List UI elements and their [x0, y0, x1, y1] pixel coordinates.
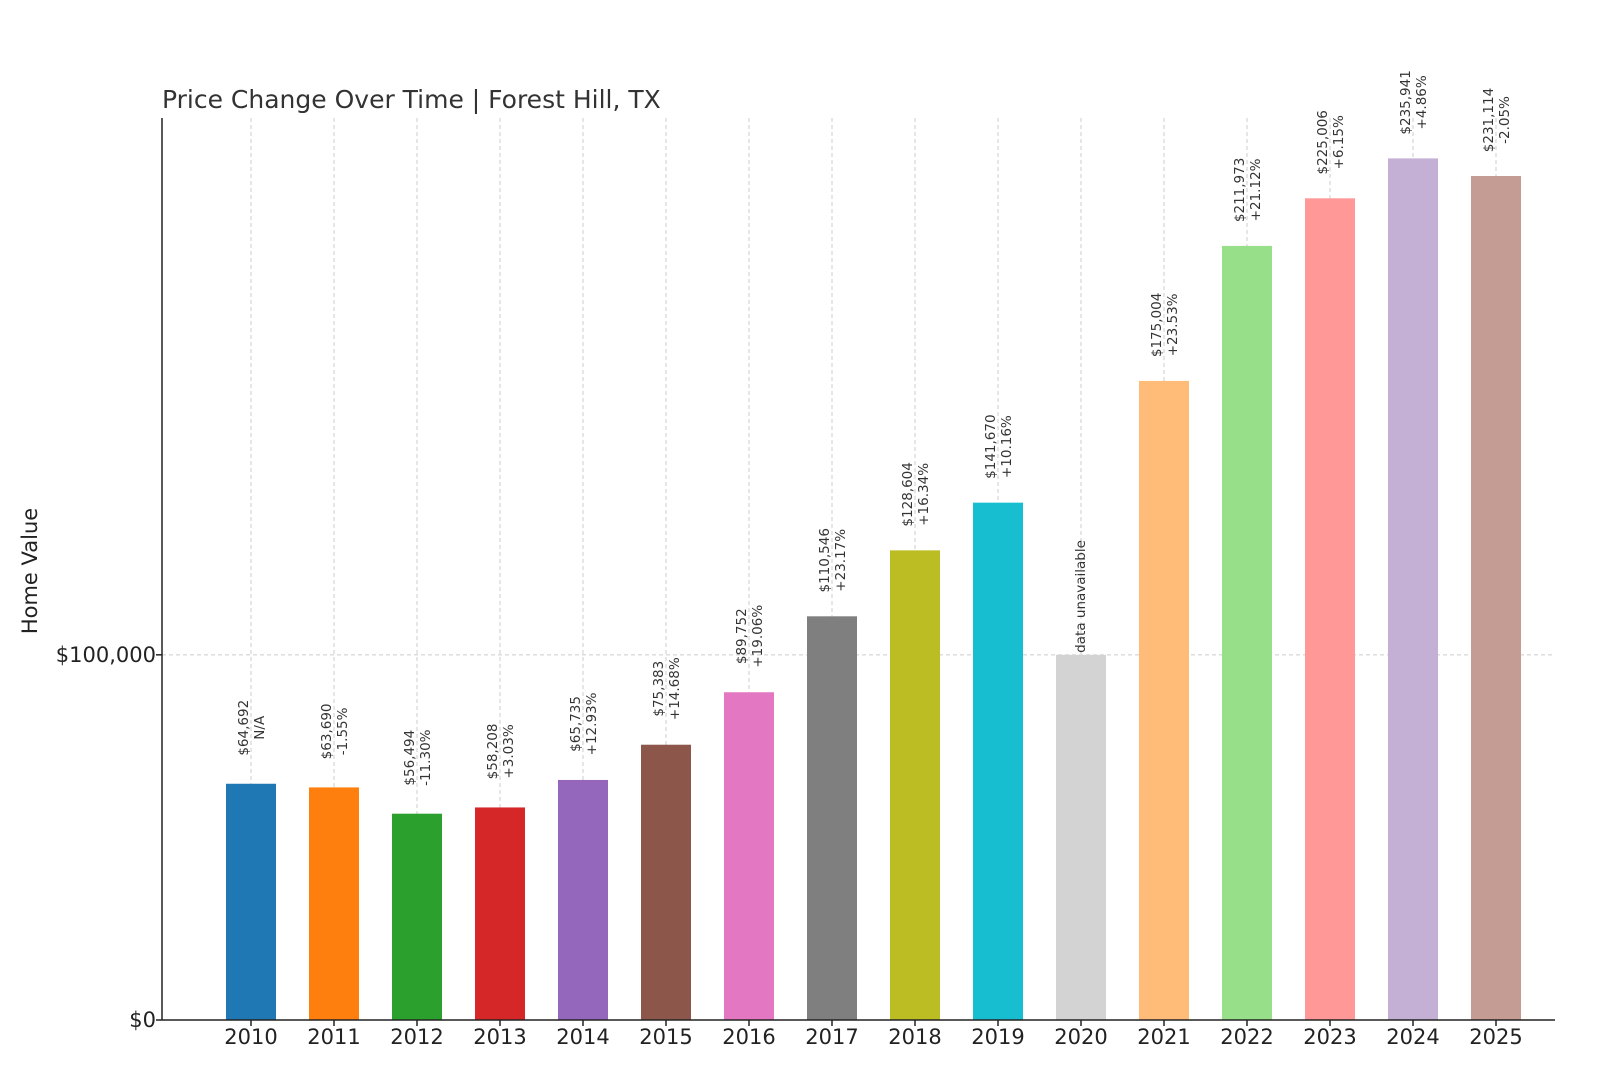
- change-label: -1.55%: [335, 707, 351, 755]
- bars: [226, 158, 1521, 1021]
- value-label: $231,114: [1481, 88, 1497, 152]
- x-tick-label: 2025: [1469, 1025, 1522, 1049]
- bar-2025: [1471, 176, 1521, 1021]
- y-axis-label: Home Value: [18, 508, 42, 634]
- x-tick-label: 2014: [556, 1025, 609, 1049]
- change-label: -2.05%: [1497, 96, 1513, 144]
- bar-2023: [1305, 198, 1355, 1020]
- x-tick-label: 2015: [639, 1025, 692, 1049]
- bar-2010: [226, 783, 276, 1020]
- bar-2021: [1139, 380, 1189, 1020]
- x-tick-label: 2016: [722, 1025, 775, 1049]
- bar-2012: [392, 813, 442, 1020]
- tick-labels: $0 $100,000 2010 2011 2012 2013 2014 2015 2016 20…: [56, 643, 1523, 1049]
- bar-2011: [309, 787, 359, 1020]
- chart-title: Price Change Over Time | Forest Hill, TX: [162, 85, 661, 114]
- change-label: +16.34%: [916, 463, 932, 526]
- x-tick-label: 2024: [1386, 1025, 1439, 1049]
- x-tick-label: 2019: [971, 1025, 1024, 1049]
- bar-2014: [558, 779, 608, 1020]
- x-tick-label: 2012: [390, 1025, 443, 1049]
- bar-2022: [1222, 245, 1272, 1021]
- change-label: -11.30%: [418, 729, 434, 786]
- value-label: $58,208: [485, 724, 501, 780]
- bar-2017: [807, 616, 857, 1020]
- change-label: +23.53%: [1165, 293, 1181, 356]
- change-label: +6.15%: [1331, 115, 1347, 169]
- value-label: $110,546: [817, 528, 833, 592]
- y-tick-label: $100,000: [56, 643, 156, 667]
- x-tick-label: 2013: [473, 1025, 526, 1049]
- value-label: $175,004: [1149, 293, 1165, 357]
- value-label: $225,006: [1315, 110, 1331, 174]
- bar-2024: [1388, 158, 1438, 1020]
- x-tick-label: 2010: [224, 1025, 277, 1049]
- value-label: $235,941: [1398, 70, 1414, 134]
- value-label: $65,735: [568, 696, 584, 752]
- x-tick-label: 2022: [1220, 1025, 1273, 1049]
- change-label: +23.17%: [833, 529, 849, 592]
- value-label: $128,604: [900, 462, 916, 526]
- x-tick-label: 2020: [1054, 1025, 1107, 1049]
- x-tick-label: 2021: [1137, 1025, 1190, 1049]
- bar-2020: [1056, 654, 1106, 1020]
- change-label: +19.06%: [750, 605, 766, 668]
- bar-2019: [973, 502, 1023, 1021]
- value-label: $56,494: [402, 730, 418, 786]
- change-label: +12.93%: [584, 692, 600, 755]
- axes: [161, 118, 1555, 1021]
- change-label: +3.03%: [501, 724, 517, 778]
- bar-2016: [724, 692, 774, 1020]
- value-label: $141,670: [983, 414, 999, 478]
- change-label: N/A: [252, 715, 268, 740]
- value-label: $89,752: [734, 608, 750, 664]
- bar-2018: [890, 550, 940, 1020]
- x-tick-label: 2018: [888, 1025, 941, 1049]
- y-tick-label: $0: [129, 1008, 156, 1032]
- x-tick-label: 2011: [307, 1025, 360, 1049]
- value-label: $63,690: [319, 704, 335, 760]
- bar-2015: [641, 744, 691, 1020]
- change-label: data unavailable: [1073, 540, 1089, 653]
- change-label: +4.86%: [1414, 75, 1430, 129]
- bar-2013: [475, 807, 525, 1020]
- x-tick-label: 2017: [805, 1025, 858, 1049]
- x-tick-label: 2023: [1303, 1025, 1356, 1049]
- change-label: +14.68%: [667, 657, 683, 720]
- value-label: $211,973: [1232, 158, 1248, 222]
- change-label: +10.16%: [999, 415, 1015, 478]
- change-label: +21.12%: [1248, 158, 1264, 221]
- value-label: $64,692: [236, 700, 252, 756]
- value-label: $75,383: [651, 661, 667, 717]
- data-labels: $64,692 N/A $63,690 -1.55% $56,494 -11.30% $58…: [236, 70, 1513, 786]
